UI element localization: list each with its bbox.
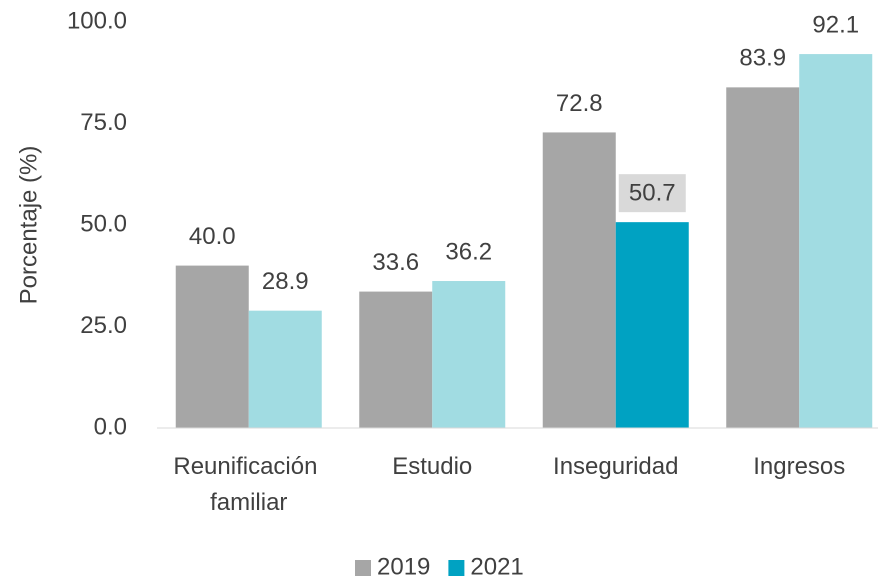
y-tick-label: 50.0	[80, 210, 127, 237]
value-label: 28.9	[262, 268, 309, 295]
bar	[542, 132, 616, 428]
legend-swatch	[448, 560, 465, 576]
value-label: 72.8	[556, 90, 603, 117]
bar	[359, 291, 433, 428]
value-label: 33.6	[372, 249, 419, 276]
x-tick-label: Ingresos	[753, 453, 845, 480]
x-tick-label-line: familiar	[210, 489, 287, 516]
value-label: 83.9	[739, 45, 786, 72]
x-tick-label-line: Inseguridad	[553, 453, 678, 480]
bar	[799, 54, 873, 428]
bar	[726, 87, 800, 428]
x-tick-label: Reunificación familiar	[173, 453, 324, 516]
y-tick-label: 0.0	[94, 413, 127, 440]
x-tick-label: Estudio	[392, 453, 472, 480]
legend-swatch	[355, 560, 371, 576]
value-label-background	[618, 174, 686, 213]
y-axis-title: Porcentaje (%)	[15, 146, 42, 305]
y-tick-label: 25.0	[80, 312, 127, 339]
bar	[248, 310, 322, 428]
y-tick-label: 100.0	[67, 7, 127, 34]
bar	[175, 265, 249, 428]
value-label: 36.2	[445, 238, 492, 265]
value-label: 40.0	[189, 223, 236, 250]
y-tick-label: 75.0	[80, 109, 127, 136]
x-tick-label-line: Ingresos	[753, 453, 845, 480]
bar	[432, 281, 506, 428]
x-tick-label-line: Reunificación	[173, 453, 324, 480]
legend-label: 2019	[377, 553, 430, 580]
value-label: 50.7	[629, 180, 676, 207]
x-tick-label-line: Estudio	[392, 453, 472, 480]
legend-label: 2021	[470, 553, 523, 580]
bar	[615, 222, 689, 428]
value-label: 92.1	[812, 11, 859, 38]
x-tick-label: Inseguridad	[553, 453, 678, 480]
